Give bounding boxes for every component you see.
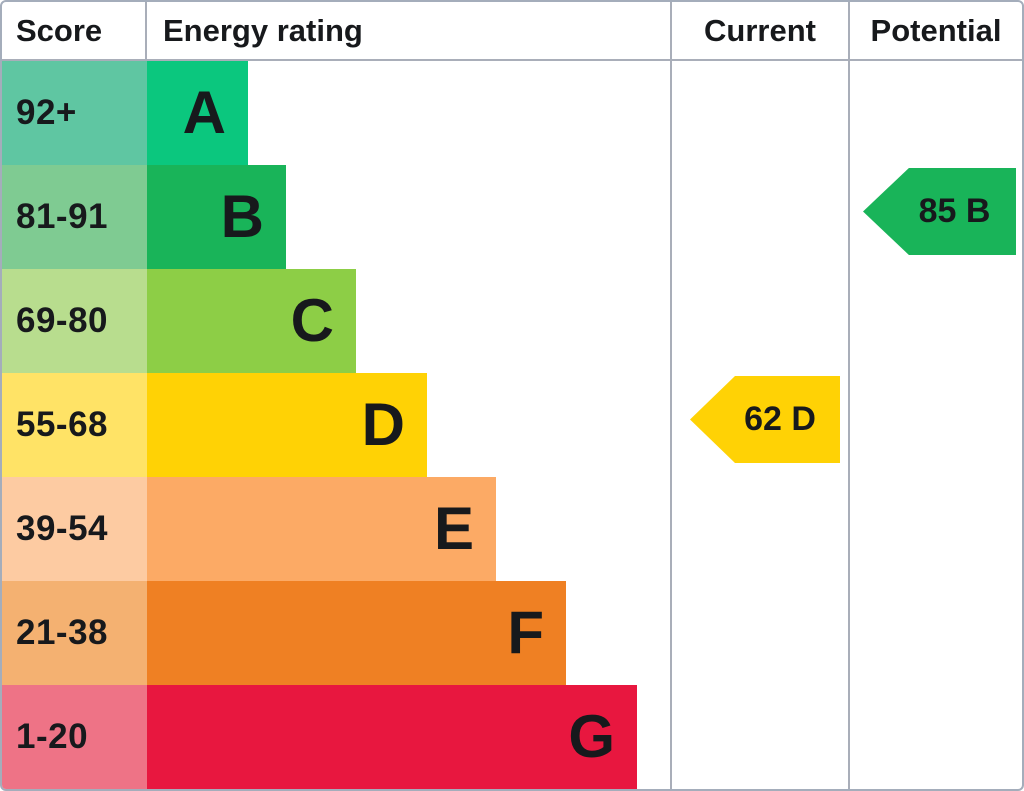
potential-cell: 85 B [848, 165, 1022, 269]
energy-band-bar-d: D [147, 373, 427, 477]
energy-band-bar-a: A [147, 61, 248, 165]
energy-band-bar-c: C [147, 269, 356, 373]
energy-band-track-d: D [147, 373, 670, 477]
current-cell [670, 685, 848, 789]
current-cell: 62 D [670, 373, 848, 477]
potential-cell [848, 61, 1022, 165]
score-range-d: 55-68 [2, 373, 147, 477]
score-range-a: 92+ [2, 61, 147, 165]
potential-cell [848, 581, 1022, 685]
energy-band-bar-f: F [147, 581, 566, 685]
current-rating-arrow: 62 D [690, 376, 840, 463]
energy-band-track-g: G [147, 685, 670, 789]
potential-cell [848, 269, 1022, 373]
energy-band-bar-g: G [147, 685, 637, 789]
current-cell [670, 165, 848, 269]
score-range-c: 69-80 [2, 269, 147, 373]
potential-cell [848, 477, 1022, 581]
energy-band-track-f: F [147, 581, 670, 685]
energy-band-bar-b: B [147, 165, 286, 269]
energy-band-track-b: B [147, 165, 670, 269]
potential-rating-arrow: 85 B [863, 168, 1016, 255]
header-energy-rating: Energy rating [147, 2, 670, 61]
energy-band-letter-c: C [290, 287, 334, 354]
header-score: Score [2, 2, 147, 61]
score-range-b: 81-91 [2, 165, 147, 269]
potential-rating-value: 85 B [918, 192, 991, 230]
energy-band-letter-a: A [182, 79, 226, 146]
energy-band-letter-b: B [220, 183, 264, 250]
current-cell [670, 269, 848, 373]
score-range-f: 21-38 [2, 581, 147, 685]
energy-band-letter-e: E [433, 495, 474, 562]
energy-band-letter-g: G [568, 703, 615, 770]
current-cell [670, 581, 848, 685]
energy-band-letter-d: D [361, 391, 405, 458]
score-range-g: 1-20 [2, 685, 147, 789]
potential-cell [848, 685, 1022, 789]
header-potential: Potential [848, 2, 1022, 61]
header-current: Current [670, 2, 848, 61]
current-rating-value: 62 D [744, 400, 816, 438]
energy-band-track-c: C [147, 269, 670, 373]
energy-band-track-e: E [147, 477, 670, 581]
energy-band-track-a: A [147, 61, 670, 165]
current-cell [670, 477, 848, 581]
score-range-e: 39-54 [2, 477, 147, 581]
current-cell [670, 61, 848, 165]
energy-band-bar-e: E [147, 477, 496, 581]
potential-cell [848, 373, 1022, 477]
energy-band-letter-f: F [507, 599, 544, 666]
